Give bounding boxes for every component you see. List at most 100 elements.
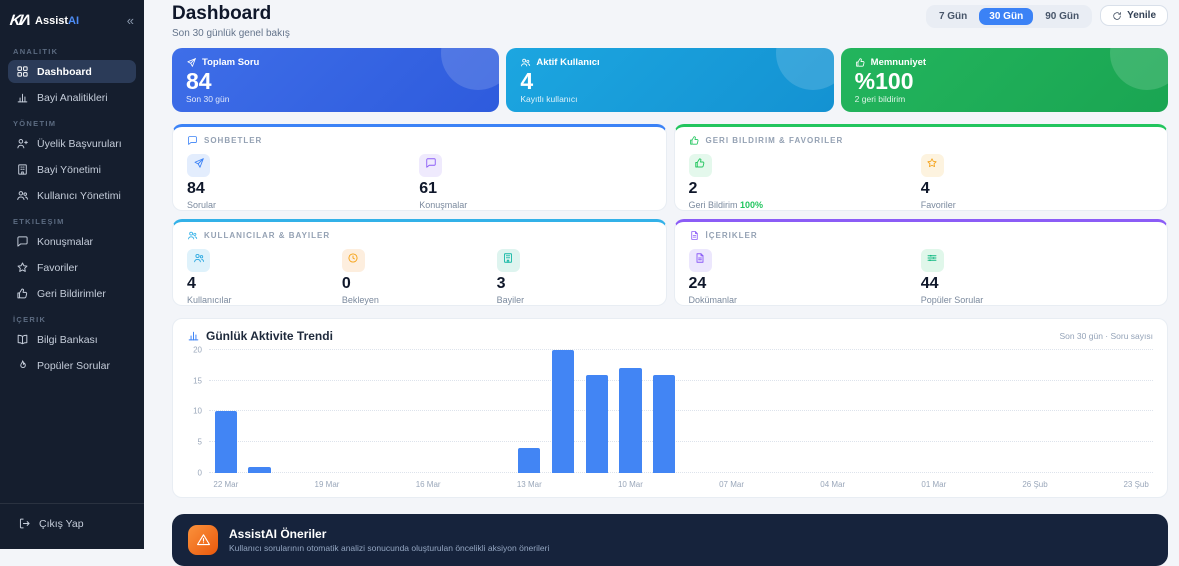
- sidebar-collapse-button[interactable]: «: [126, 13, 134, 28]
- range-button[interactable]: 7 Gün: [938, 11, 968, 22]
- hero-card: Aktif Kullanıcı 4 Kayıtlı kullanıcı: [506, 47, 834, 112]
- sidebar-item-flame[interactable]: Popüler Sorular: [8, 354, 136, 377]
- mini-stat: 84 Sorular: [187, 153, 419, 210]
- dashboard-icon: [16, 65, 29, 78]
- page-header: Dashboard Son 30 günlük genel bakış 7 Gü…: [172, 3, 1168, 39]
- stat-card-header-label: KULLANICILAR & BAYILER: [204, 230, 331, 240]
- bar-chart-icon: [16, 91, 29, 104]
- chart-bar-slot: [782, 350, 816, 473]
- thumbs-up-icon: [694, 156, 706, 174]
- hero-card-title: Memnuniyet: [855, 57, 1154, 68]
- chart-bar[interactable]: [518, 448, 541, 473]
- sidebar-item-thumbs-up[interactable]: Geri Bildirimler: [8, 282, 136, 305]
- hero-card-value: 4: [520, 67, 534, 94]
- sidebar-item-label: Kullanıcı Yönetimi: [37, 189, 121, 202]
- chart-bar[interactable]: [214, 411, 237, 473]
- sidebar-section-label: İÇERIK: [13, 315, 47, 324]
- mini-stat-value: 0: [341, 274, 351, 292]
- mini-stat-label: Popüler Sorular: [920, 294, 984, 305]
- chart-x-tick-label: 19 Mar: [314, 479, 340, 489]
- mini-stat-label: Kullanıcılar: [187, 294, 232, 305]
- range-button[interactable]: 90 Gün: [1045, 11, 1080, 22]
- hero-card-title-label: Memnuniyet: [870, 56, 927, 68]
- chart-x-tick-label: 22 Mar: [213, 479, 239, 489]
- mini-stat-label: Konuşmalar: [419, 199, 468, 210]
- sidebar-item-book[interactable]: Bilgi Bankası: [8, 328, 136, 351]
- thumbs-up-icon: [16, 287, 29, 300]
- chart-x-tick-label: 07 Mar: [719, 479, 745, 489]
- hero-card-caption: Son 30 gün: [186, 94, 230, 105]
- mini-stat: 61 Konuşmalar: [419, 153, 651, 210]
- chart-bar-slot: [445, 350, 479, 473]
- sidebar-item-user-plus[interactable]: Üyelik Başvuruları: [8, 132, 136, 155]
- stat-card: İÇERIKLER 24 Dokümanlar 44 Popüler Sorular: [673, 218, 1168, 306]
- suggestions-text: AssistAI Öneriler Kullanıcı sorularının …: [229, 527, 549, 553]
- mini-stat-value: 4: [920, 179, 930, 197]
- stat-card-header-label: GERI BILDIRIM & FAVORILER: [705, 135, 844, 145]
- logout-icon: [18, 517, 31, 530]
- chart-bar[interactable]: [551, 349, 575, 473]
- chart-bar-slot: [1052, 350, 1086, 473]
- stat-card-header: SOHBETLER: [187, 135, 652, 146]
- chart-bar-slot: [512, 350, 546, 473]
- thumbs-up-icon: [689, 135, 700, 146]
- chart-bar[interactable]: [619, 368, 642, 473]
- sidebar-item-label: Dashboard: [37, 65, 92, 78]
- mini-stat-value: 84: [187, 179, 205, 197]
- stat-card-stats-row: 24 Dokümanlar 44 Popüler Sorular: [688, 248, 1154, 305]
- hero-card-caption: 2 geri bildirim: [854, 94, 906, 105]
- sidebar-item-chat[interactable]: Konuşmalar: [8, 230, 136, 253]
- mini-stat-icon-box: [341, 248, 365, 272]
- brand-name-accent: AI: [68, 14, 80, 27]
- mini-stat-icon-box: [419, 153, 443, 177]
- star-icon: [16, 261, 29, 274]
- mini-stat-icon-box: [688, 248, 712, 272]
- chart-bar-slot: [917, 350, 951, 473]
- sidebar-item-dashboard[interactable]: Dashboard: [8, 60, 136, 83]
- mini-stat: 4 Kullanıcılar: [187, 248, 342, 305]
- chart-bar[interactable]: [248, 466, 271, 473]
- sidebar-section-label: YÖNETIM: [13, 119, 57, 128]
- hero-card-value: %100: [854, 67, 914, 94]
- refresh-button[interactable]: Yenile: [1100, 5, 1168, 26]
- chart-bar[interactable]: [653, 374, 676, 473]
- stat-card-header: GERI BILDIRIM & FAVORILER: [689, 135, 1154, 146]
- mini-stat-label: Geri Bildirim 100%: [688, 199, 764, 210]
- flame-icon: [16, 359, 29, 372]
- range-button[interactable]: 30 Gün: [979, 8, 1034, 25]
- sidebar-item-building[interactable]: Bayi Yönetimi: [8, 158, 136, 181]
- document-icon: [689, 230, 700, 241]
- chart-bar[interactable]: [585, 374, 608, 473]
- user-plus-icon: [16, 137, 29, 150]
- hero-cards-row: Toplam Soru 84 Son 30 gün Aktif Kullanıcı 4 K…: [172, 47, 1168, 112]
- suggestions-subtitle: Kullanıcı sorularının otomatik analizi s…: [229, 543, 550, 554]
- chart-y-tick-label: 10: [193, 406, 202, 416]
- sidebar-item-users[interactable]: Kullanıcı Yönetimi: [8, 184, 136, 207]
- page-title: Dashboard: [172, 3, 272, 24]
- stat-card-stats-row: 84 Sorular 61 Konuşmalar: [187, 153, 652, 210]
- sidebar-item-bar-chart[interactable]: Bayi Analitikleri: [8, 86, 136, 109]
- star-icon: [926, 156, 938, 174]
- send-icon: [193, 156, 205, 174]
- sidebar-item-star[interactable]: Favoriler: [8, 256, 136, 279]
- chart-bar-slot: [1018, 350, 1052, 473]
- mini-stat-value: 4: [187, 274, 196, 292]
- chart-gridline: [209, 471, 1153, 473]
- date-range-segmented-control: 7 Gün 30 Gün 90 Gün: [925, 5, 1093, 28]
- bar-chart-icon: [187, 329, 200, 342]
- hero-card-caption: Kayıtlı kullanıcı: [520, 94, 578, 105]
- hero-card-value: 84: [186, 67, 212, 94]
- logout-button[interactable]: Çıkış Yap: [10, 512, 134, 535]
- chart-bar-slot: [1119, 350, 1153, 473]
- mini-stat-label: Favoriler: [920, 199, 956, 210]
- warning-icon: [188, 524, 218, 555]
- header-controls: 7 Gün 30 Gün 90 Gün Yenile: [925, 4, 1168, 28]
- chat-icon: [16, 235, 29, 248]
- users-icon: [193, 251, 205, 269]
- chart-y-tick-label: 20: [193, 345, 202, 355]
- chart-x-tick-label: 26 Şub: [1022, 479, 1048, 489]
- suggestions-title: AssistAI Öneriler: [229, 526, 327, 541]
- mini-stat-icon-box: [187, 248, 210, 272]
- building-icon: [16, 163, 29, 176]
- chart-bar-slot: [715, 350, 749, 473]
